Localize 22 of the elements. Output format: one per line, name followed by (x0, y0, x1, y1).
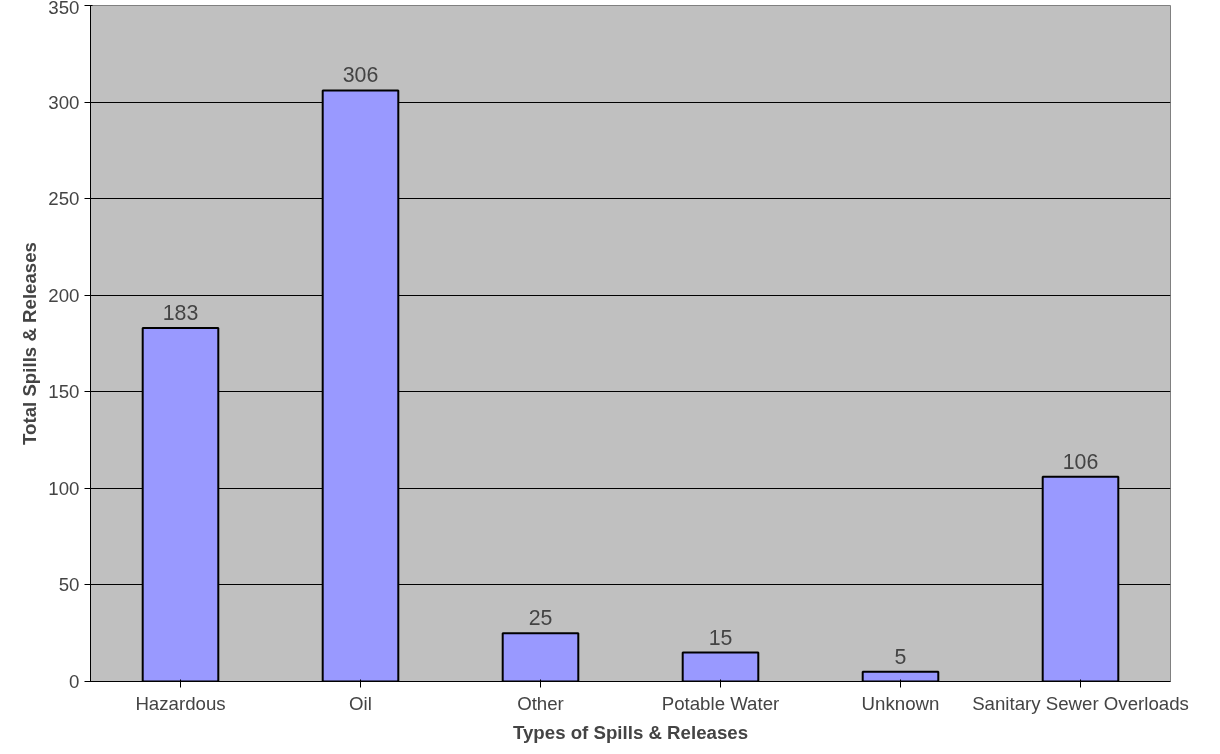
x-tick-label: Hazardous (135, 692, 226, 714)
y-tick-label: 200 (48, 284, 80, 306)
y-tick-label: 300 (48, 91, 80, 113)
data-label: 15 (708, 625, 733, 650)
y-tick-label: 50 (58, 574, 80, 596)
x-tick-label: Unknown (861, 692, 940, 714)
data-label: 306 (342, 63, 379, 88)
x-tick-label: Potable Water (661, 692, 780, 714)
y-tick-label: 100 (48, 477, 80, 499)
x-axis-title: Types of Spills & Releases (512, 721, 749, 743)
y-tick-label: 350 (48, 0, 80, 18)
y-tick-label: 0 (69, 671, 80, 692)
data-label: 183 (162, 301, 199, 326)
data-label: 106 (1062, 449, 1099, 474)
x-tick-label: Oil (349, 692, 372, 714)
x-tick-label: Sanitary Sewer Overloads (972, 692, 1189, 714)
y-axis-title: Total Spills & Releases (19, 242, 41, 445)
data-label: 25 (528, 606, 553, 631)
y-tick-label: 150 (48, 381, 80, 403)
x-tick-label: Other (517, 692, 564, 714)
data-label: 5 (894, 644, 907, 669)
y-tick-label: 250 (48, 188, 80, 210)
